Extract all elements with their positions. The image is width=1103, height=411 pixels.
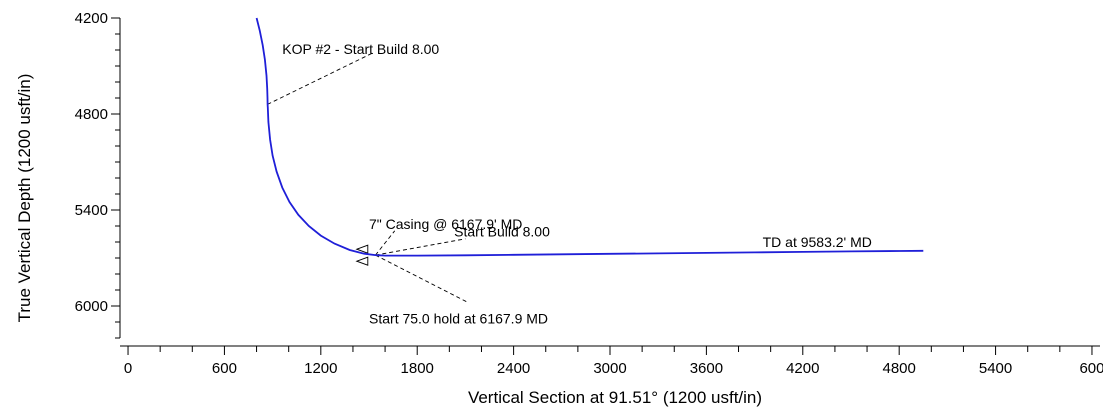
x-tick-label: 3600 <box>690 360 723 377</box>
annotation-label: Start Build 8.00 <box>454 223 550 239</box>
y-tick-label: 5400 <box>75 202 108 219</box>
annotation-label: 7" Casing @ 6167.9' MD <box>369 216 522 232</box>
x-tick-label: 0 <box>124 360 132 377</box>
annotation-leader-line <box>375 254 469 304</box>
annotations: KOP #2 - Start Build 8.00 7" Casing @ 616… <box>282 41 872 327</box>
y-tick-label: 4200 <box>75 10 108 27</box>
annotation-label: TD at 9583.2' MD <box>763 234 872 250</box>
x-tick-label: 2400 <box>497 360 530 377</box>
annotation-leader-line <box>267 52 373 105</box>
annotation-leader-line <box>375 238 466 256</box>
casing-marker <box>355 256 369 266</box>
x-tick-label: 4200 <box>786 360 819 377</box>
x-tick-label: 600 <box>212 360 237 377</box>
well-path-series <box>255 17 924 257</box>
x-tick-label: 600 <box>1079 360 1103 377</box>
annotation-leader-line <box>375 230 396 256</box>
casing-marker <box>355 244 369 254</box>
y-tick-label: 6000 <box>75 298 108 315</box>
x-tick-label: 5400 <box>979 360 1012 377</box>
y-tick-label: 4800 <box>75 106 108 123</box>
x-tick-label: 4800 <box>882 360 915 377</box>
annotation-leader-lines <box>267 52 469 304</box>
x-tick-label: 3000 <box>593 360 626 377</box>
x-tick-label: 1200 <box>304 360 337 377</box>
annotation-label: Start 75.0 hold at 6167.9 MD <box>369 311 548 327</box>
x-axis-title: Vertical Section at 91.51° (1200 usft/in… <box>468 388 762 407</box>
well-path-line <box>255 17 924 257</box>
tick-marks: 0 600 1200 1800 2400 3000 3600 4200 4800 5400 600 4… <box>75 10 1103 377</box>
casing-markers <box>355 244 369 266</box>
y-axis-title: True Vertical Depth (1200 usft/in) <box>15 74 34 323</box>
x-tick-label: 1800 <box>401 360 434 377</box>
axes <box>119 18 1100 347</box>
annotation-label: KOP #2 - Start Build 8.00 <box>282 41 439 57</box>
